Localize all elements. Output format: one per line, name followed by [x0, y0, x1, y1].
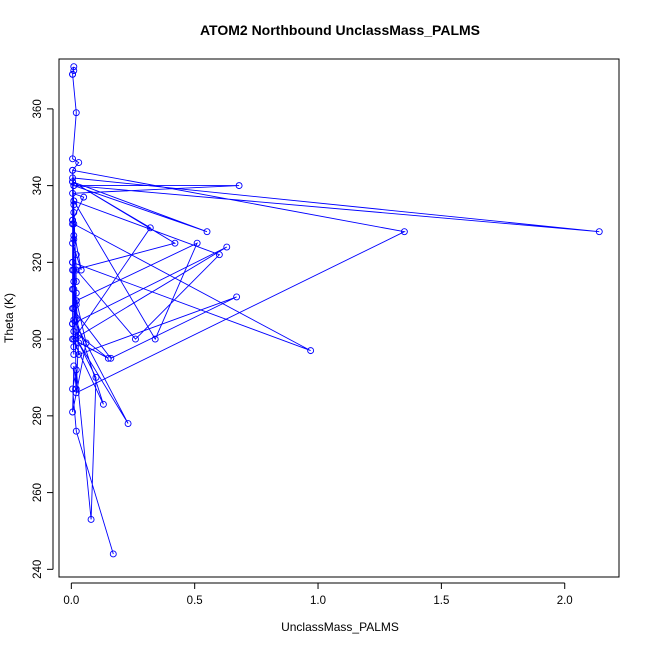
data-point — [70, 201, 78, 209]
data-point — [69, 220, 77, 228]
data-point — [70, 335, 78, 343]
y-tick-label: 360 — [32, 99, 44, 118]
data-point — [69, 166, 77, 174]
x-tick-label: 2.0 — [557, 595, 573, 607]
y-tick-label: 320 — [32, 253, 44, 272]
data-point — [124, 420, 132, 427]
data-point — [70, 266, 78, 274]
data-point — [70, 232, 78, 239]
data-point — [203, 228, 211, 236]
data-point — [70, 362, 78, 370]
data-point — [233, 293, 241, 301]
data-point — [72, 385, 80, 393]
data-point — [223, 243, 231, 251]
data-point — [146, 224, 154, 232]
data-point — [70, 63, 78, 71]
y-tick-label: 280 — [32, 406, 44, 425]
y-tick-label: 300 — [32, 330, 44, 349]
x-axis-label: UnclassMass_PALMS — [281, 620, 399, 634]
data-point — [72, 266, 80, 274]
data-point — [70, 316, 78, 324]
data-point — [193, 239, 201, 247]
data-point — [72, 278, 80, 285]
data-point — [70, 343, 78, 351]
data-point — [151, 335, 159, 343]
data-point — [70, 278, 78, 285]
data-point — [87, 515, 95, 523]
data-point — [72, 251, 80, 259]
data-point — [72, 316, 80, 324]
data-point — [69, 258, 77, 266]
data-point — [70, 209, 78, 216]
data-point — [107, 354, 115, 362]
data-point — [70, 351, 78, 358]
data-point — [235, 182, 243, 190]
data-point — [72, 301, 80, 309]
y-tick-label: 340 — [32, 176, 44, 195]
data-point — [109, 550, 117, 558]
y-axis-label: Theta (K) — [2, 293, 16, 343]
data-point — [132, 335, 139, 343]
data-point — [99, 400, 107, 408]
x-tick-label: 1.5 — [433, 595, 449, 607]
data-point — [70, 235, 78, 243]
data-point — [69, 178, 77, 186]
data-point — [69, 189, 77, 197]
data-point — [72, 389, 80, 397]
data-point — [70, 182, 78, 190]
data-point — [104, 354, 112, 362]
data-point — [307, 347, 315, 355]
data-point — [70, 197, 78, 205]
data-point — [75, 159, 83, 167]
x-tick-label: 0.0 — [63, 595, 79, 607]
data-point — [69, 239, 77, 247]
x-tick-label: 1.0 — [310, 595, 326, 607]
plot-frame — [58, 58, 620, 578]
data-point — [70, 285, 78, 293]
chart-title: ATOM2 Northbound UnclassMass_PALMS — [200, 22, 480, 38]
data-point — [72, 427, 80, 435]
data-point — [70, 67, 78, 74]
data-point — [75, 331, 83, 339]
data-point — [595, 228, 603, 236]
data-point — [80, 193, 88, 201]
data-point — [75, 351, 83, 358]
data-point — [215, 251, 223, 259]
data-point — [69, 320, 77, 328]
x-tick-label: 0.5 — [187, 595, 203, 607]
y-axis: 240 260 280 300 320 340 360 — [32, 99, 54, 579]
y-tick-label: 260 — [32, 483, 44, 502]
data-point — [69, 385, 77, 393]
data-point — [69, 408, 77, 416]
data-point — [77, 266, 85, 274]
data-point — [72, 109, 80, 117]
series-line — [71, 66, 600, 555]
data-point — [70, 327, 78, 335]
y-tick-label: 240 — [32, 560, 44, 579]
data-point — [75, 339, 83, 347]
data-point — [69, 174, 77, 182]
data-point — [400, 228, 408, 236]
data-point — [69, 216, 77, 224]
data-point — [72, 297, 80, 305]
data-point — [82, 339, 90, 347]
data-point — [171, 239, 179, 247]
series-layer — [69, 63, 603, 558]
data-point — [69, 70, 77, 78]
data-point — [69, 155, 77, 163]
data-point — [92, 374, 100, 381]
x-axis: 0.0 0.5 1.0 1.5 2.0 — [63, 582, 573, 607]
